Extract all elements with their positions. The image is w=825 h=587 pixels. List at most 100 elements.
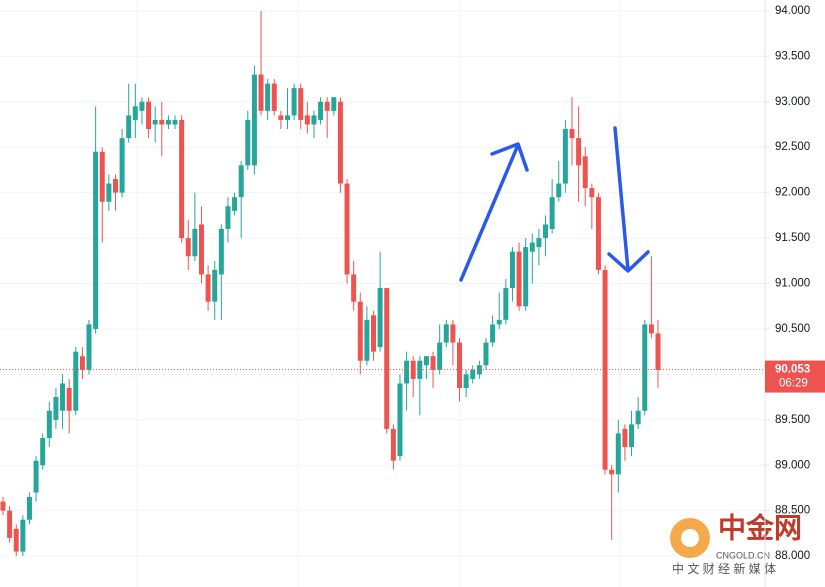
candle-body: [470, 369, 476, 379]
candle-body: [304, 115, 310, 125]
candle-body: [589, 188, 595, 198]
candle-body: [179, 119, 185, 239]
y-tick-label: 89.500: [775, 414, 810, 426]
candle-body: [556, 183, 562, 198]
candle-body: [119, 138, 125, 193]
candle-body: [33, 460, 39, 493]
candle-body: [238, 165, 244, 198]
logo: [681, 529, 699, 547]
candle-body: [172, 119, 178, 125]
candle-body: [496, 319, 502, 325]
candles: [0, 10, 765, 557]
candle-body: [622, 428, 628, 448]
candle-body: [7, 510, 13, 538]
y-tick-label: 88.500: [775, 505, 810, 517]
candle-body: [417, 360, 423, 379]
candle-body: [146, 101, 152, 130]
candle-body: [576, 138, 582, 166]
candle-body: [298, 88, 304, 120]
candle-body: [79, 356, 85, 370]
candle-body: [423, 356, 429, 366]
candle-body: [377, 288, 383, 348]
candle-body: [311, 115, 317, 125]
candle-body: [582, 156, 588, 189]
candle-body: [648, 324, 654, 334]
candle-body: [569, 129, 575, 139]
candle-body: [192, 228, 198, 257]
candle-body: [509, 251, 515, 289]
candle-body: [602, 269, 608, 470]
candle-body: [457, 342, 463, 389]
y-tick-label: 89.000: [775, 459, 810, 471]
y-tick-label: 88.000: [775, 550, 810, 562]
candle-body: [483, 342, 489, 366]
candle-body: [73, 351, 79, 411]
candle-body: [430, 356, 436, 370]
y-tick-label: 90.500: [775, 323, 810, 335]
candle-body: [152, 119, 158, 125]
candle-body: [615, 433, 621, 475]
candle-body: [331, 97, 337, 111]
candle-body: [126, 115, 132, 139]
candle-body: [218, 228, 224, 275]
y-tick-label: 92.000: [775, 187, 810, 199]
candle-body: [536, 238, 542, 248]
watermark-name: 中金网: [718, 511, 802, 543]
candle-body: [20, 519, 26, 552]
candle-body: [159, 119, 165, 125]
candle-body: [225, 206, 231, 229]
candle-body: [258, 74, 264, 111]
candle-body: [86, 324, 92, 370]
candle-body: [529, 242, 535, 252]
candle-body: [490, 324, 496, 343]
candle-body: [278, 115, 284, 120]
candle-body: [609, 469, 615, 475]
candle-body: [139, 101, 145, 111]
watermark-domain: CNGOLD.CN: [716, 550, 770, 560]
candle-body: [324, 101, 330, 111]
candle-body: [371, 315, 377, 352]
candle-body: [476, 365, 482, 375]
candle-body: [450, 324, 456, 343]
candle-body: [106, 183, 112, 202]
candle-body: [655, 333, 661, 370]
candle-body: [53, 397, 59, 420]
candle-body: [93, 151, 99, 329]
candle-body: [463, 374, 469, 389]
y-tick-label: 94.000: [775, 5, 810, 17]
last-price-label: 90.053: [775, 364, 810, 376]
candle-body: [629, 424, 635, 448]
grid: [0, 10, 765, 557]
candle-body: [344, 183, 350, 275]
candle-body: [364, 319, 370, 361]
candle-body: [46, 410, 52, 438]
candle-body: [291, 88, 297, 116]
watermark-slogan: 中 文 财 经 新 媒 体: [672, 561, 776, 576]
watermark: 中金网 CNGOLD.CN 中 文 财 经 新 媒 体: [670, 511, 802, 576]
candle-body: [212, 269, 218, 302]
arrow-head: [607, 250, 650, 273]
candle-body: [318, 101, 324, 120]
candle-body: [205, 274, 211, 302]
arrow-head: [490, 142, 529, 172]
annotation-arrows: [459, 126, 650, 282]
y-axis: 88.00088.50089.00089.50090.00090.50091.0…: [765, 5, 825, 562]
candle-body: [523, 247, 529, 307]
y-tick-label: 91.500: [775, 232, 810, 244]
y-tick-label: 92.500: [775, 141, 810, 153]
candle-body: [165, 119, 171, 125]
candle-body: [404, 360, 410, 384]
countdown-label: 06:29: [779, 378, 808, 390]
candle-body: [99, 151, 105, 202]
candle-body: [635, 410, 641, 425]
candle-body: [40, 437, 46, 466]
candle-body: [642, 324, 648, 411]
candle-body: [132, 106, 138, 120]
candle-body: [245, 119, 251, 166]
candle-body: [60, 383, 66, 411]
candle-body: [503, 288, 509, 320]
candle-body: [337, 101, 343, 184]
candle-body: [284, 115, 290, 120]
candle-body: [562, 129, 568, 184]
